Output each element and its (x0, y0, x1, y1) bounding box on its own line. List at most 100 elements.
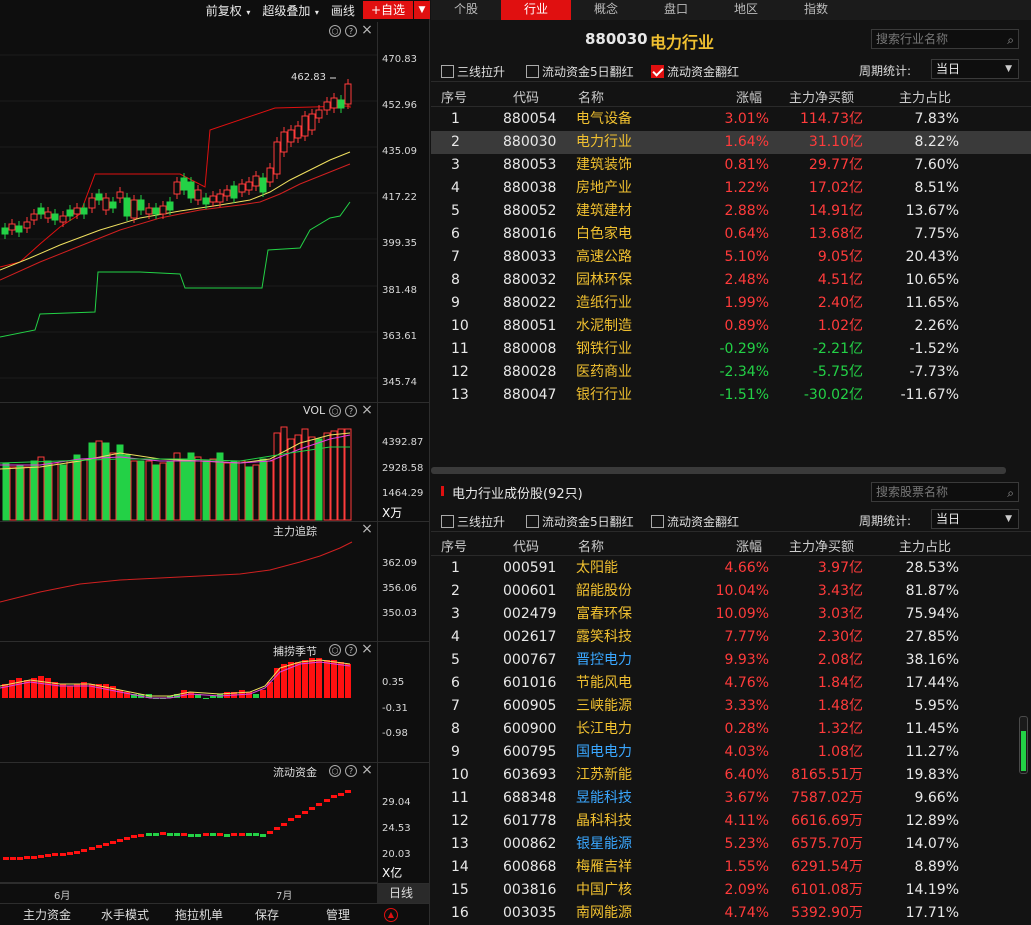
industry-row[interactable]: 5 880052 建筑建材 2.88% 14.91亿 13.67% (431, 200, 1031, 223)
industry-row[interactable]: 13 880047 银行行业 -1.51% -30.02亿 -11.67% (431, 384, 1031, 407)
help-icon[interactable]: ? (345, 25, 357, 37)
collapse-up-icon[interactable]: ▲ (384, 907, 398, 922)
close-icon[interactable]: × (361, 22, 373, 38)
industry-row[interactable]: 2 880030 电力行业 1.64% 31.10亿 8.22% (431, 131, 1031, 154)
stock-row[interactable]: 11 688348 昱能科技 3.67% 7587.02万 9.66% (431, 787, 1031, 810)
stock-row[interactable]: 12 601778 晶科科技 4.11% 6616.69万 12.89% (431, 810, 1031, 833)
tab-stock[interactable]: 个股 (453, 2, 478, 16)
stock-row[interactable]: 10 603693 江苏新能 6.40% 8165.51万 19.83% (431, 764, 1031, 787)
tab-pankou[interactable]: 盘口 (663, 2, 688, 16)
settings-icon[interactable]: ⬡ (329, 644, 341, 656)
tab-industry[interactable]: 行业 (501, 0, 571, 20)
close-icon[interactable]: × (361, 763, 373, 778)
help-icon[interactable]: ? (345, 405, 357, 417)
search-icon[interactable]: ⌕ (1007, 33, 1014, 47)
period-select[interactable]: 当日 ▼ (931, 59, 1019, 79)
stock-row[interactable]: 14 600868 梅雁吉祥 1.55% 6291.54万 8.89% (431, 856, 1031, 879)
stock-row[interactable]: 9 600795 国电电力 4.03% 1.08亿 11.27% (431, 741, 1031, 764)
settings-icon[interactable]: ⬡ (329, 405, 341, 417)
volume-chart[interactable]: VOL ⬡? × (0, 403, 377, 522)
stock-row[interactable]: 16 003035 南网能源 4.74% 5392.90万 17.71% (431, 902, 1031, 925)
industry-row[interactable]: 6 880016 白色家电 0.64% 13.68亿 7.75% (431, 223, 1031, 246)
close-icon[interactable]: × (361, 642, 373, 657)
tab-tuolaji[interactable]: 拖拉机单 (174, 908, 223, 922)
candlestick-chart[interactable]: ⬡? × 462.83 (0, 22, 377, 403)
tab-zhuli-zijin[interactable]: 主力资金 (22, 908, 71, 922)
col-header[interactable]: 序号 (441, 540, 468, 555)
col-header[interactable]: 名称 (578, 91, 605, 106)
industry-row[interactable]: 3 880053 建筑装饰 0.81% 29.77亿 7.60% (431, 154, 1031, 177)
stock-row[interactable]: 6 601016 节能风电 4.76% 1.84亿 17.44% (431, 672, 1031, 695)
checkbox-icon[interactable] (441, 515, 454, 528)
close-icon[interactable]: × (361, 522, 373, 537)
stock-row[interactable]: 8 600900 长江电力 0.28% 1.32亿 11.45% (431, 718, 1031, 741)
fuquan-menu[interactable]: 前复权 ▾ (205, 3, 251, 18)
stock-row[interactable]: 15 003816 中国广核 2.09% 6101.08万 14.19% (431, 879, 1031, 902)
draw-line-button[interactable]: 画线 (330, 3, 355, 18)
industry-row[interactable]: 11 880008 钢铁行业 -0.29% -2.21亿 -1.52% (431, 338, 1031, 361)
stock-row[interactable]: 2 000601 韶能股份 10.04% 3.43亿 81.87% (431, 580, 1031, 603)
stock-row[interactable]: 7 600905 三峡能源 3.33% 1.48亿 5.95% (431, 695, 1031, 718)
industry-row[interactable]: 1 880054 电气设备 3.01% 114.73亿 7.83% (431, 108, 1031, 131)
col-header[interactable]: 主力净买额 (789, 540, 855, 555)
industry-row[interactable]: 12 880028 医药商业 -2.34% -5.75亿 -7.73% (431, 361, 1031, 384)
tab-save[interactable]: 保存 (254, 908, 279, 922)
kline-panel[interactable]: 前复权 ▾ 超级叠加 ▾ 画线 +自选 ▼ ⬡? × 462.83 470.83 … (0, 0, 430, 925)
filter-flow5[interactable]: 流动资金5日翻红 (526, 63, 634, 80)
settings-icon[interactable]: ⬡ (329, 765, 341, 777)
col-header[interactable]: 主力占比 (899, 540, 952, 555)
checkbox-icon[interactable] (526, 515, 539, 528)
season-tick: -0.31 (382, 703, 408, 714)
stock-row[interactable]: 3 002479 富春环保 10.09% 3.03亿 75.94% (431, 603, 1031, 626)
filter-sanxian[interactable]: 三线拉升 (441, 513, 505, 530)
checkbox-icon[interactable] (526, 65, 539, 78)
col-header[interactable]: 涨幅 (736, 540, 763, 555)
season-chart[interactable]: 捕捞季节 ⬡? × (0, 642, 377, 763)
col-header[interactable]: 主力占比 (899, 91, 952, 106)
filter-sanxian[interactable]: 三线拉升 (441, 63, 505, 80)
checkbox-icon[interactable] (651, 515, 664, 528)
col-header[interactable]: 序号 (441, 91, 468, 106)
industry-row[interactable]: 9 880022 造纸行业 1.99% 2.40亿 11.65% (431, 292, 1031, 315)
filter-flow[interactable]: 流动资金翻红 (651, 63, 739, 80)
filter-flow[interactable]: 流动资金翻红 (651, 513, 739, 530)
tab-concept[interactable]: 概念 (593, 2, 618, 16)
vertical-scrollbar[interactable] (1019, 716, 1028, 774)
col-header[interactable]: 主力净买额 (789, 91, 855, 106)
period-button[interactable]: 日线 (377, 883, 429, 903)
add-favorite-button[interactable]: +自选 (362, 1, 413, 19)
scrollbar-thumb[interactable] (1021, 731, 1026, 771)
tab-manage[interactable]: 管理 (325, 908, 350, 922)
industry-row[interactable]: 7 880033 高速公路 5.10% 9.05亿 20.43% (431, 246, 1031, 269)
stock-search-input[interactable]: 搜索股票名称 ⌕ (871, 482, 1019, 502)
close-icon[interactable]: × (361, 403, 373, 418)
col-header[interactable]: 涨幅 (736, 91, 763, 106)
tab-region[interactable]: 地区 (733, 2, 758, 16)
industry-row[interactable]: 4 880038 房地产业 1.22% 17.02亿 8.51% (431, 177, 1031, 200)
industry-row[interactable]: 8 880032 园林环保 2.48% 4.51亿 10.65% (431, 269, 1031, 292)
add-favorite-dropdown[interactable]: ▼ (414, 1, 430, 19)
col-header[interactable]: 代码 (513, 91, 540, 106)
industry-row[interactable]: 10 880051 水泥制造 0.89% 1.02亿 2.26% (431, 315, 1031, 338)
horizontal-scrollbar[interactable] (431, 467, 1006, 474)
col-header[interactable]: 代码 (513, 540, 540, 555)
col-header[interactable]: 名称 (578, 540, 605, 555)
checkbox-checked-icon[interactable] (651, 65, 664, 78)
overlay-menu[interactable]: 超级叠加 ▾ (262, 3, 319, 18)
tab-index[interactable]: 指数 (803, 2, 828, 16)
help-icon[interactable]: ? (345, 644, 357, 656)
checkbox-icon[interactable] (441, 65, 454, 78)
zhuli-chart[interactable]: 主力追踪 × (0, 522, 377, 642)
stock-row[interactable]: 13 000862 银星能源 5.23% 6575.70万 14.07% (431, 833, 1031, 856)
help-icon[interactable]: ? (345, 765, 357, 777)
stock-row[interactable]: 4 002617 露笑科技 7.77% 2.30亿 27.85% (431, 626, 1031, 649)
flow-chart[interactable]: 流动资金 ⬡? × (0, 763, 377, 883)
search-icon[interactable]: ⌕ (1007, 486, 1014, 500)
industry-search-input[interactable]: 搜索行业名称 ⌕ (871, 29, 1019, 49)
filter-flow5[interactable]: 流动资金5日翻红 (526, 513, 634, 530)
period-select[interactable]: 当日 ▼ (931, 509, 1019, 529)
tab-shuishou[interactable]: 水手模式 (100, 908, 149, 922)
stock-row[interactable]: 1 000591 太阳能 4.66% 3.97亿 28.53% (431, 557, 1031, 580)
settings-icon[interactable]: ⬡ (329, 25, 341, 37)
stock-row[interactable]: 5 000767 晋控电力 9.93% 2.08亿 38.16% (431, 649, 1031, 672)
